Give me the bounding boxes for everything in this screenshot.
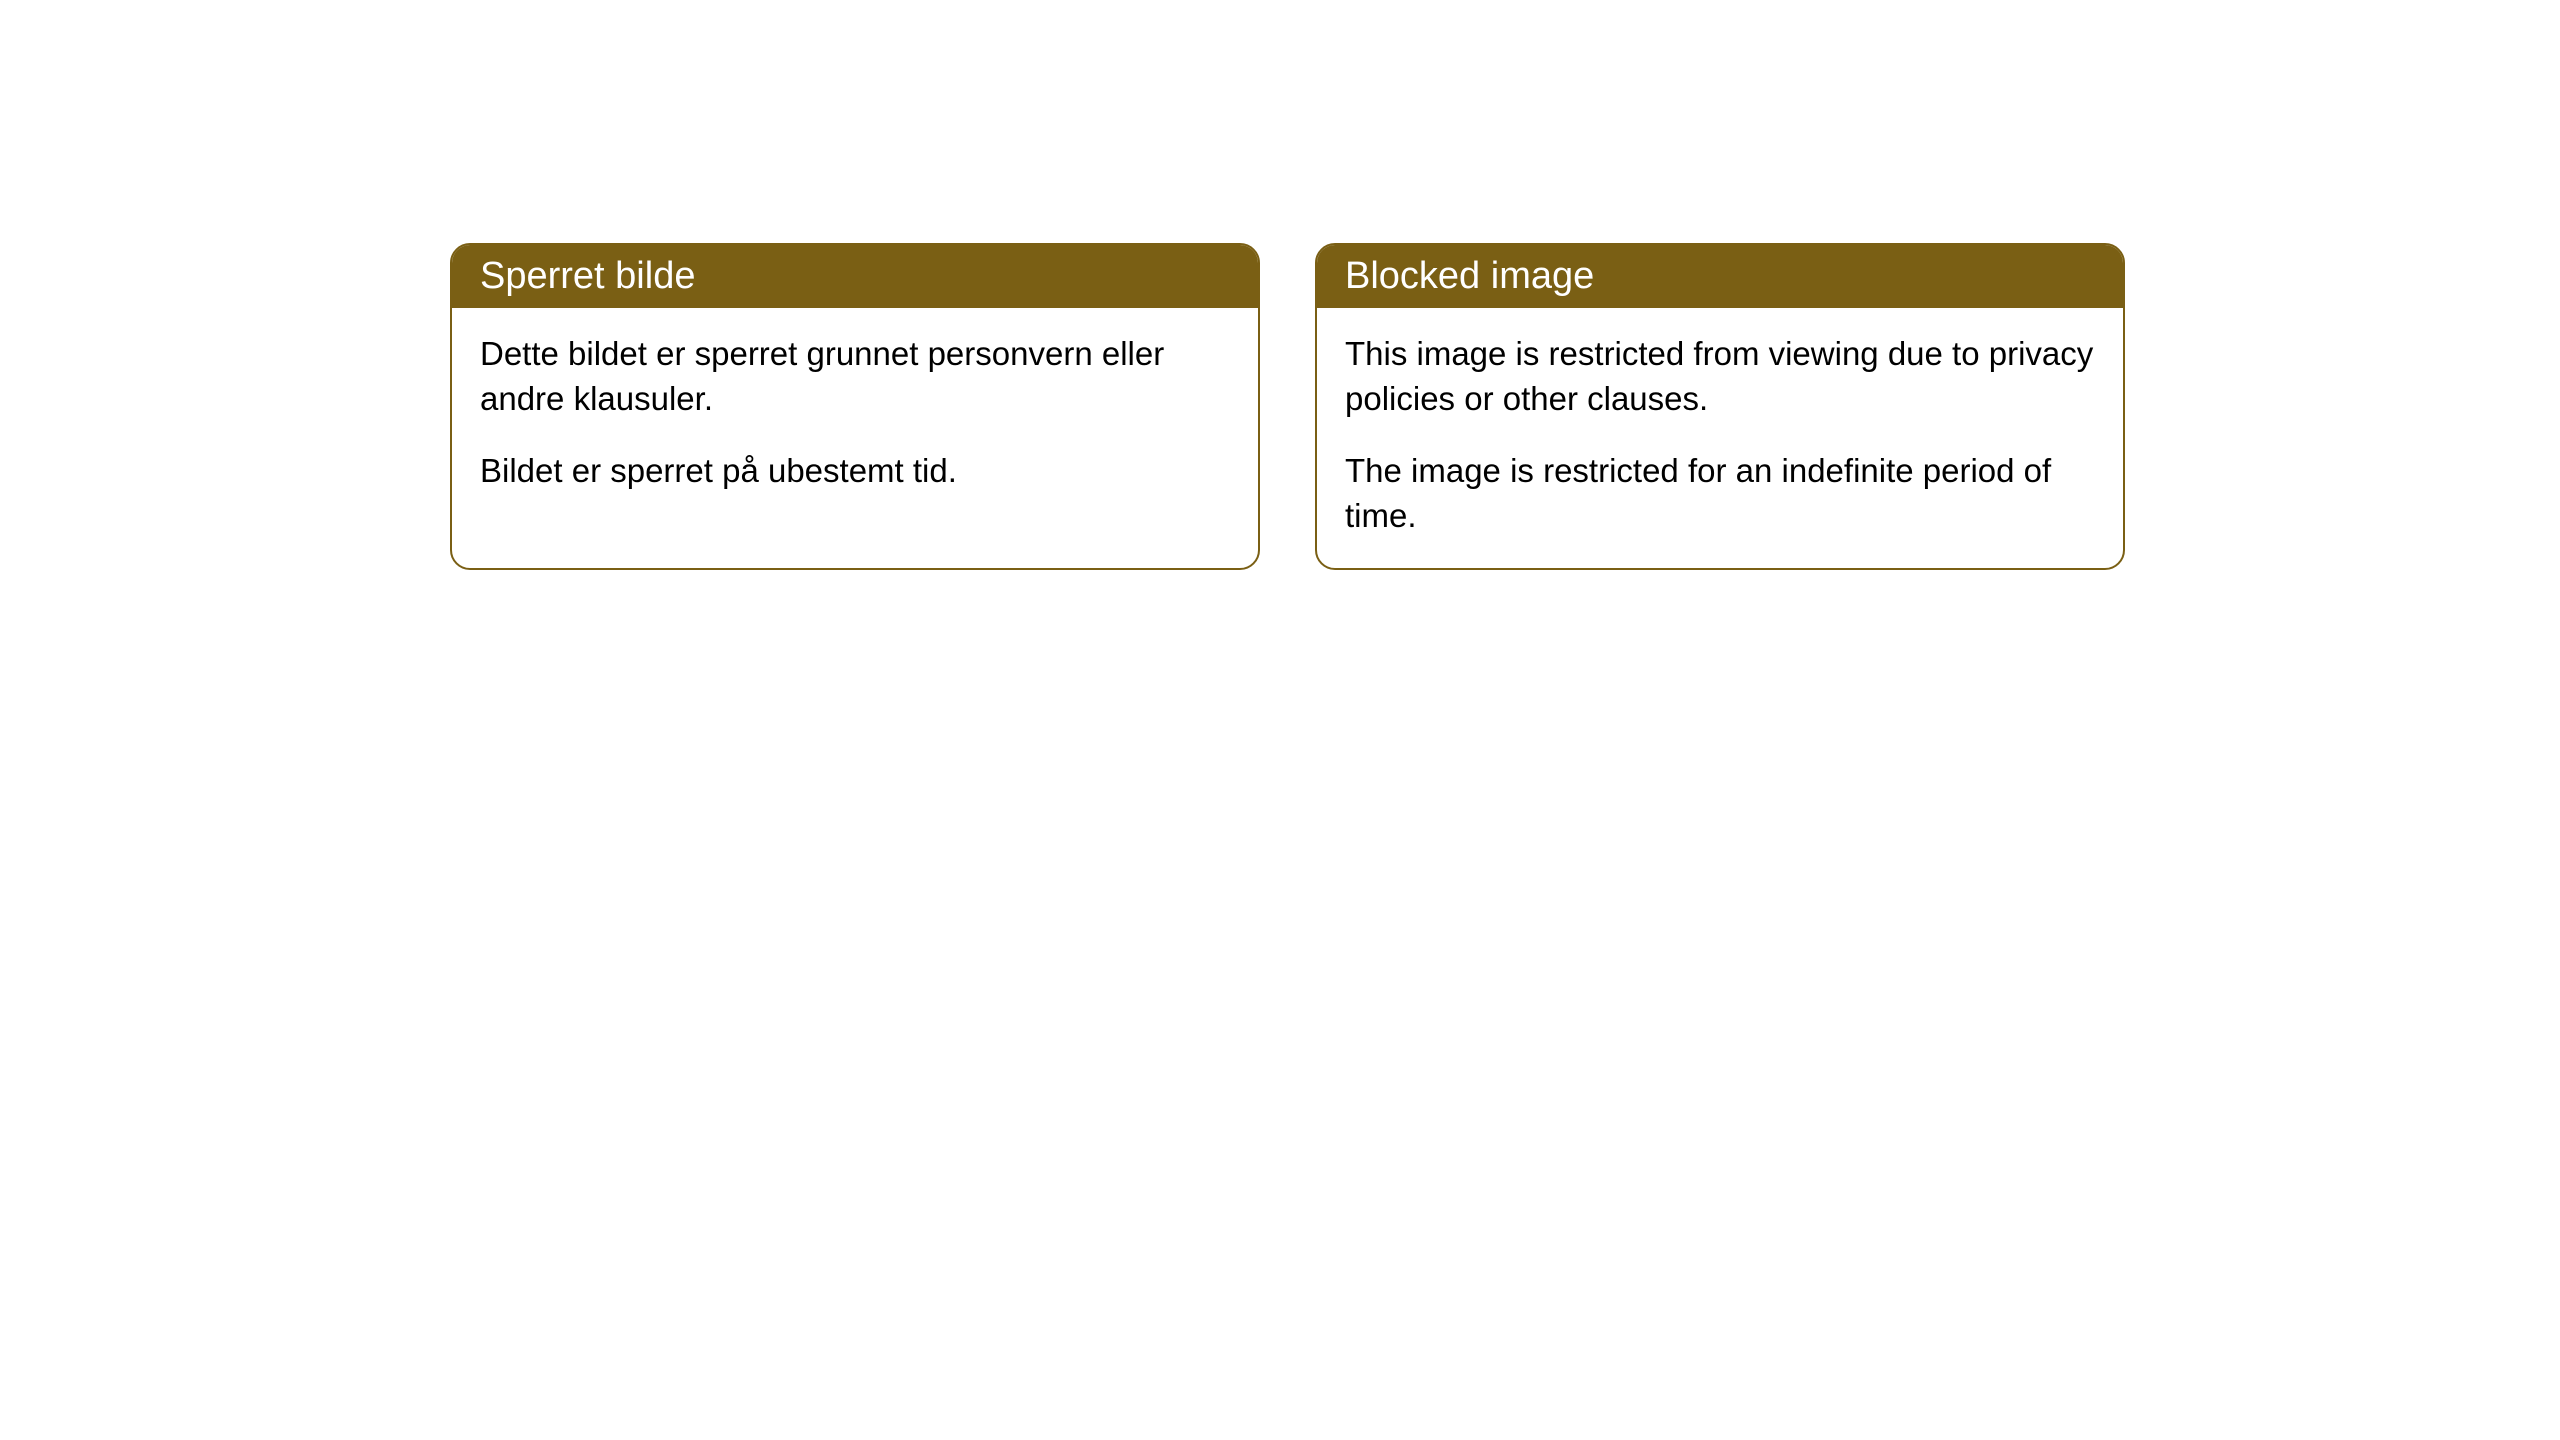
notice-container: Sperret bilde Dette bildet er sperret gr…	[0, 0, 2560, 570]
card-text-english-1: This image is restricted from viewing du…	[1345, 332, 2095, 421]
card-text-norwegian-1: Dette bildet er sperret grunnet personve…	[480, 332, 1230, 421]
notice-card-english: Blocked image This image is restricted f…	[1315, 243, 2125, 570]
card-header-norwegian: Sperret bilde	[452, 245, 1258, 308]
card-text-norwegian-2: Bildet er sperret på ubestemt tid.	[480, 449, 1230, 494]
card-text-english-2: The image is restricted for an indefinit…	[1345, 449, 2095, 538]
card-header-english: Blocked image	[1317, 245, 2123, 308]
notice-card-norwegian: Sperret bilde Dette bildet er sperret gr…	[450, 243, 1260, 570]
card-body-english: This image is restricted from viewing du…	[1317, 308, 2123, 568]
card-body-norwegian: Dette bildet er sperret grunnet personve…	[452, 308, 1258, 524]
